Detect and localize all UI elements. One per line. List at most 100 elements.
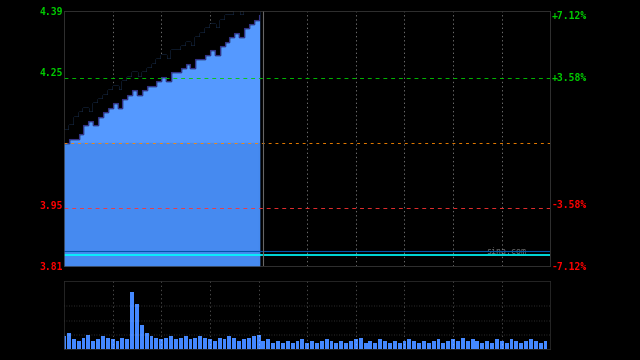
Bar bbox=[485, 341, 489, 349]
Bar bbox=[252, 336, 255, 349]
Bar bbox=[154, 338, 158, 349]
Bar bbox=[466, 341, 470, 349]
Bar bbox=[232, 338, 236, 349]
Bar bbox=[174, 339, 178, 349]
Bar bbox=[106, 338, 109, 349]
Bar bbox=[490, 343, 494, 349]
Bar bbox=[422, 341, 426, 349]
Text: sina.com: sina.com bbox=[486, 247, 526, 256]
Bar bbox=[330, 341, 333, 349]
Bar bbox=[505, 343, 509, 349]
Bar bbox=[324, 339, 328, 349]
Bar bbox=[145, 333, 148, 349]
Bar bbox=[369, 341, 372, 349]
Bar bbox=[193, 338, 197, 349]
Bar bbox=[539, 343, 543, 349]
Bar bbox=[320, 341, 324, 349]
Bar bbox=[208, 339, 212, 349]
Bar bbox=[247, 338, 251, 349]
Bar bbox=[388, 343, 392, 349]
Bar bbox=[436, 339, 440, 349]
Bar bbox=[476, 341, 479, 349]
Bar bbox=[310, 341, 314, 349]
Bar bbox=[184, 336, 188, 349]
Bar bbox=[515, 341, 518, 349]
Bar bbox=[456, 341, 460, 349]
Bar bbox=[442, 343, 445, 349]
Bar bbox=[92, 341, 95, 349]
Bar bbox=[135, 303, 139, 349]
Bar bbox=[169, 336, 173, 349]
Bar bbox=[373, 343, 377, 349]
Bar bbox=[417, 343, 421, 349]
Bar bbox=[281, 343, 285, 349]
Bar bbox=[296, 341, 300, 349]
Bar bbox=[461, 338, 465, 349]
Bar bbox=[81, 338, 85, 349]
Bar bbox=[101, 336, 105, 349]
Bar bbox=[408, 339, 412, 349]
Bar bbox=[364, 343, 367, 349]
Bar bbox=[335, 343, 339, 349]
Bar bbox=[271, 343, 275, 349]
Bar bbox=[213, 341, 217, 349]
Bar bbox=[242, 339, 246, 349]
Bar bbox=[96, 339, 100, 349]
Bar bbox=[130, 292, 134, 349]
Bar bbox=[349, 341, 353, 349]
Bar bbox=[67, 333, 71, 349]
Bar bbox=[427, 343, 431, 349]
Bar bbox=[305, 343, 309, 349]
Bar bbox=[257, 334, 260, 349]
Bar bbox=[218, 338, 221, 349]
Bar bbox=[451, 339, 455, 349]
Bar bbox=[262, 341, 266, 349]
Bar bbox=[198, 336, 202, 349]
Bar bbox=[159, 339, 163, 349]
Bar bbox=[339, 341, 343, 349]
Bar bbox=[179, 338, 182, 349]
Bar bbox=[77, 341, 81, 349]
Bar bbox=[470, 339, 474, 349]
Bar bbox=[286, 341, 290, 349]
Bar bbox=[534, 341, 538, 349]
Bar bbox=[223, 339, 227, 349]
Bar bbox=[227, 336, 231, 349]
Bar bbox=[481, 343, 484, 349]
Bar bbox=[446, 341, 450, 349]
Bar bbox=[412, 341, 416, 349]
Bar bbox=[237, 341, 241, 349]
Bar bbox=[266, 339, 270, 349]
Bar bbox=[403, 341, 406, 349]
Bar bbox=[164, 338, 168, 349]
Bar bbox=[519, 343, 523, 349]
Bar bbox=[397, 343, 401, 349]
Bar bbox=[383, 341, 387, 349]
Bar bbox=[344, 343, 348, 349]
Bar bbox=[189, 339, 193, 349]
Bar bbox=[72, 339, 76, 349]
Bar bbox=[300, 339, 304, 349]
Bar bbox=[495, 339, 499, 349]
Bar bbox=[111, 339, 115, 349]
Bar bbox=[120, 338, 124, 349]
Bar bbox=[524, 341, 528, 349]
Bar bbox=[125, 339, 129, 349]
Bar bbox=[203, 338, 207, 349]
Bar bbox=[315, 343, 319, 349]
Bar bbox=[543, 341, 547, 349]
Bar bbox=[393, 341, 397, 349]
Bar bbox=[62, 336, 66, 349]
Bar bbox=[500, 341, 504, 349]
Bar bbox=[354, 339, 358, 349]
Bar bbox=[378, 339, 382, 349]
Bar bbox=[359, 338, 363, 349]
Bar bbox=[116, 341, 120, 349]
Bar bbox=[150, 336, 154, 349]
Bar bbox=[86, 334, 90, 349]
Bar bbox=[140, 325, 144, 349]
Bar bbox=[509, 339, 513, 349]
Bar bbox=[276, 341, 280, 349]
Bar bbox=[432, 341, 436, 349]
Bar bbox=[291, 343, 294, 349]
